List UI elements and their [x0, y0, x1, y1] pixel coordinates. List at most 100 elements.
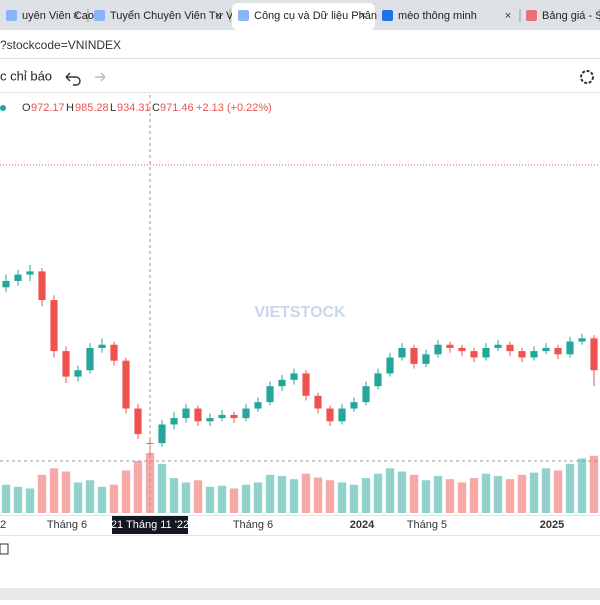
volume-bar	[241, 484, 251, 513]
candle-body	[482, 347, 490, 358]
volume-bar	[517, 474, 527, 513]
candle-body	[458, 347, 466, 352]
candle-body	[74, 370, 82, 377]
volume-bar	[193, 480, 203, 513]
candle-body	[422, 354, 430, 364]
volume-bar	[109, 484, 119, 513]
calendar-icon[interactable]	[0, 543, 9, 555]
x-tick-label: 2024	[350, 519, 375, 531]
tab-title[interactable]: Công cụ và Dữ liệu Phân	[254, 10, 377, 22]
volume-bar	[73, 482, 83, 513]
candle-body	[122, 360, 130, 409]
divider	[0, 515, 600, 516]
candle-body	[338, 408, 346, 422]
crosshair-label: 21 Tháng 11 '22	[111, 519, 189, 531]
candle-body	[134, 408, 142, 435]
candle-body	[182, 408, 190, 419]
tab-icon	[94, 10, 105, 21]
legend-close: 971.46	[160, 102, 194, 114]
candle-body	[50, 300, 58, 352]
x-tick-label: 2025	[540, 519, 564, 531]
volume-bar	[265, 474, 275, 513]
candle-body	[326, 408, 334, 422]
x-tick-label: Tháng 5	[407, 519, 447, 531]
redo-icon[interactable]	[95, 72, 106, 82]
candle-body	[470, 351, 478, 358]
divider	[0, 58, 600, 59]
volume-bar	[565, 463, 575, 513]
tab-title[interactable]: uyên Viên Cao C	[22, 10, 105, 22]
x-tick-label: Tháng 6	[47, 519, 87, 531]
volume-bar	[277, 475, 287, 513]
tab-icon	[526, 10, 537, 21]
tab-title[interactable]: Bảng giá - SS	[542, 10, 600, 22]
divider	[0, 535, 600, 536]
active-tab	[232, 3, 375, 30]
volume-bar	[49, 468, 59, 513]
candle-body	[398, 347, 406, 358]
tab-icon	[382, 10, 393, 21]
volume-bar	[469, 478, 479, 513]
tab-title[interactable]: Tuyển Chuyên Viên Tư V	[110, 10, 234, 22]
volume-bar	[289, 479, 299, 513]
candle-body	[554, 347, 562, 355]
candle-body	[170, 418, 178, 425]
candle-body	[62, 351, 70, 377]
volume-bar	[157, 463, 167, 513]
volume-bar	[25, 488, 35, 513]
crosshair-label-bg	[112, 516, 188, 534]
volume-bar	[61, 471, 71, 513]
undo-icon[interactable]	[65, 72, 81, 86]
volume-bar	[13, 486, 23, 513]
candle-body	[410, 347, 418, 364]
x-tick-label: 2	[0, 519, 6, 531]
volume-bar	[529, 472, 539, 513]
candle-body	[242, 408, 250, 419]
x-axis: 2 Tháng 6 21 Tháng 11 '22 Tháng 6 2024 Tháng …	[0, 516, 564, 534]
volume-bar	[457, 482, 467, 513]
legend-open: 972.17	[31, 102, 65, 114]
legend-c: C	[152, 102, 160, 114]
divider	[0, 92, 600, 93]
volume-bar	[349, 484, 359, 513]
volume-bar	[481, 473, 491, 513]
indicators-button[interactable]: c chỉ báo	[0, 68, 52, 83]
volume-bar	[397, 471, 407, 513]
watermark: VIETSTOCK	[254, 304, 346, 321]
legend-l: L	[110, 102, 116, 114]
volume-bar	[181, 482, 191, 513]
candle-body	[230, 414, 238, 419]
volume-bar	[505, 479, 515, 513]
candle-body	[278, 379, 286, 387]
tab-close[interactable]: ×	[73, 10, 79, 22]
tab-close[interactable]: ×	[505, 10, 511, 22]
volume-bar	[121, 470, 131, 513]
candle-body	[26, 271, 34, 275]
tab-close[interactable]: ×	[215, 10, 221, 22]
candle-body	[98, 344, 106, 348]
volume-bar	[37, 474, 47, 513]
candle-body	[590, 338, 598, 371]
volume-bar	[409, 474, 419, 513]
plot	[1, 95, 599, 515]
candle-body	[206, 418, 214, 422]
candle-body	[110, 344, 118, 361]
x-tick-label: Tháng 6	[233, 519, 273, 531]
volume-bar	[253, 482, 263, 513]
candle-body	[266, 386, 274, 403]
volume-bar	[325, 480, 335, 513]
tab-title[interactable]: mèo thông minh	[398, 10, 477, 22]
volume-bar	[85, 480, 95, 513]
candle-body	[254, 402, 262, 409]
candle-body	[434, 344, 442, 355]
status-dot	[0, 105, 6, 111]
candle-body	[2, 280, 10, 288]
candle-body	[350, 402, 358, 409]
volume-bar	[1, 484, 11, 513]
candle-body	[446, 344, 454, 348]
tab-close[interactable]: ×	[360, 10, 366, 22]
settings-icon[interactable]	[580, 70, 594, 84]
candle-body	[506, 344, 514, 352]
tab-icon	[6, 10, 17, 21]
url[interactable]: ?stockcode=VNINDEX	[0, 38, 121, 52]
